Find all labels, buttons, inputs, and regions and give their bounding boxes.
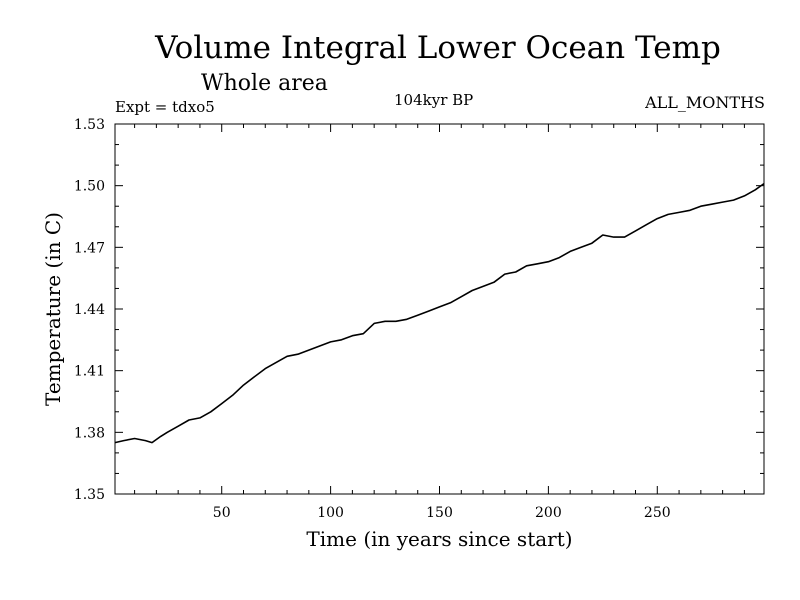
x-tick-label: 100 bbox=[317, 505, 344, 521]
y-tick-label: 1.53 bbox=[74, 117, 105, 133]
x-tick-label: 150 bbox=[426, 505, 453, 521]
x-tick-label: 50 bbox=[213, 505, 231, 521]
tick-labels: 1.35 1.38 1.41 1.44 1.47 1.50 1.53 50 100 150 200 2… bbox=[74, 117, 671, 521]
plot-frame bbox=[114, 123, 765, 495]
x-axis-title: Time (in years since start) bbox=[306, 527, 572, 551]
y-tick-label: 1.50 bbox=[74, 179, 105, 195]
series-line bbox=[114, 182, 765, 444]
chart-subtitle: Whole area bbox=[201, 71, 328, 96]
y-axis-title: Temperature (in C) bbox=[41, 212, 65, 406]
y-tick-label: 1.44 bbox=[74, 302, 105, 318]
y-tick-label: 1.38 bbox=[74, 425, 105, 441]
months-label: ALL_MONTHS bbox=[645, 93, 765, 112]
experiment-label: Expt = tdxo5 bbox=[115, 98, 215, 116]
y-tick-label: 1.47 bbox=[74, 240, 105, 256]
x-tick-label: 200 bbox=[535, 505, 562, 521]
axis-ticks bbox=[115, 123, 764, 495]
period-label: 104kyr BP bbox=[394, 91, 474, 109]
x-tick-label: 250 bbox=[644, 505, 671, 521]
chart-title: Volume Integral Lower Ocean Temp bbox=[155, 30, 721, 66]
y-tick-label: 1.35 bbox=[74, 487, 105, 503]
y-tick-label: 1.41 bbox=[74, 364, 105, 380]
